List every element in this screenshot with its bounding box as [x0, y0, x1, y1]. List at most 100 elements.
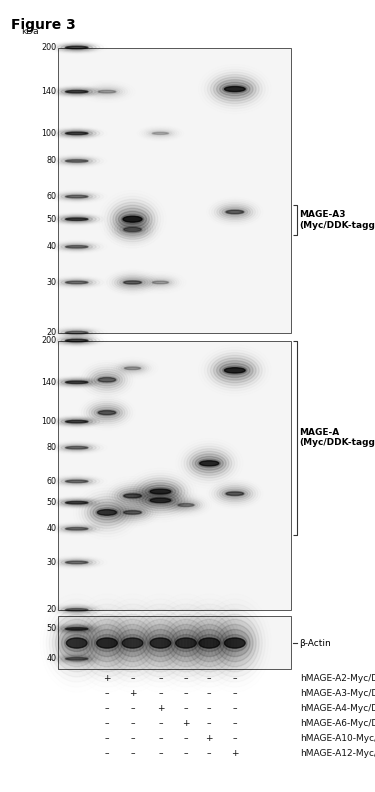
Ellipse shape: [94, 407, 120, 418]
Ellipse shape: [64, 280, 89, 284]
Ellipse shape: [197, 634, 221, 652]
Ellipse shape: [61, 379, 93, 385]
Ellipse shape: [178, 504, 194, 507]
Text: 60: 60: [46, 477, 56, 485]
Ellipse shape: [97, 409, 117, 416]
Ellipse shape: [124, 281, 141, 284]
Ellipse shape: [61, 559, 93, 565]
Ellipse shape: [94, 374, 120, 386]
Text: –: –: [184, 734, 188, 744]
Text: hMAGE-A12-Myc/DDK: hMAGE-A12-Myc/DDK: [300, 749, 375, 759]
Ellipse shape: [220, 630, 250, 657]
Ellipse shape: [64, 501, 89, 505]
Ellipse shape: [123, 216, 142, 223]
Ellipse shape: [120, 490, 146, 501]
Text: 20: 20: [46, 605, 56, 615]
Ellipse shape: [64, 634, 89, 652]
Ellipse shape: [139, 480, 182, 503]
Ellipse shape: [148, 497, 172, 505]
Ellipse shape: [61, 445, 93, 451]
Ellipse shape: [58, 624, 95, 662]
Text: –: –: [207, 749, 212, 759]
Ellipse shape: [61, 44, 93, 51]
Text: –: –: [232, 734, 237, 744]
Ellipse shape: [118, 211, 147, 227]
Ellipse shape: [66, 447, 88, 449]
Text: 20: 20: [46, 328, 56, 337]
Ellipse shape: [92, 406, 122, 420]
Ellipse shape: [165, 619, 207, 667]
Ellipse shape: [117, 222, 148, 238]
Ellipse shape: [57, 129, 96, 137]
Text: –: –: [232, 689, 237, 699]
Ellipse shape: [120, 278, 146, 287]
Ellipse shape: [64, 420, 89, 424]
Text: –: –: [105, 734, 109, 744]
Text: 80: 80: [46, 444, 56, 452]
Text: –: –: [105, 719, 109, 729]
Ellipse shape: [57, 215, 96, 223]
Text: kDa: kDa: [21, 27, 38, 36]
Text: MAGE-A3
(Myc/DDK-tagged): MAGE-A3 (Myc/DDK-tagged): [299, 211, 375, 230]
Text: 50: 50: [46, 215, 56, 223]
Text: –: –: [207, 704, 212, 714]
Text: 140: 140: [41, 87, 56, 96]
Text: 80: 80: [46, 157, 56, 166]
Ellipse shape: [114, 624, 151, 662]
Ellipse shape: [61, 419, 93, 425]
Ellipse shape: [222, 489, 248, 498]
Ellipse shape: [64, 527, 89, 531]
Ellipse shape: [117, 489, 148, 503]
Text: 40: 40: [46, 654, 56, 664]
Ellipse shape: [120, 508, 146, 517]
Ellipse shape: [64, 627, 89, 631]
Text: 50: 50: [46, 624, 56, 634]
Ellipse shape: [225, 367, 245, 373]
Ellipse shape: [61, 626, 93, 632]
Ellipse shape: [122, 226, 143, 233]
Ellipse shape: [97, 89, 117, 93]
Ellipse shape: [124, 367, 141, 370]
Ellipse shape: [213, 358, 256, 383]
Ellipse shape: [98, 378, 116, 382]
Ellipse shape: [66, 246, 88, 248]
Ellipse shape: [64, 195, 89, 199]
Ellipse shape: [150, 638, 171, 648]
Ellipse shape: [117, 506, 148, 519]
Ellipse shape: [66, 638, 87, 648]
Ellipse shape: [226, 210, 244, 214]
Text: –: –: [105, 689, 109, 699]
Ellipse shape: [223, 366, 247, 375]
Ellipse shape: [66, 90, 88, 93]
Text: 60: 60: [46, 192, 56, 201]
Bar: [58, 341, 291, 610]
Ellipse shape: [192, 454, 226, 473]
Ellipse shape: [148, 488, 172, 496]
Ellipse shape: [124, 494, 141, 498]
Ellipse shape: [98, 509, 117, 516]
Ellipse shape: [61, 478, 93, 485]
Ellipse shape: [216, 624, 253, 662]
Ellipse shape: [66, 339, 88, 342]
Ellipse shape: [176, 638, 196, 648]
Text: –: –: [130, 674, 135, 683]
Ellipse shape: [117, 630, 148, 657]
Text: hMAGE-A6-Myc/DDK: hMAGE-A6-Myc/DDK: [300, 719, 375, 729]
Text: 200: 200: [41, 43, 56, 52]
Ellipse shape: [153, 281, 168, 284]
Text: +: +: [182, 719, 190, 729]
Ellipse shape: [61, 193, 93, 200]
Ellipse shape: [174, 501, 198, 509]
Ellipse shape: [64, 380, 89, 384]
Ellipse shape: [171, 630, 201, 657]
Ellipse shape: [124, 227, 141, 231]
Text: +: +: [129, 689, 136, 699]
Ellipse shape: [64, 339, 89, 342]
Ellipse shape: [64, 331, 89, 334]
Ellipse shape: [148, 634, 172, 652]
Ellipse shape: [121, 214, 144, 224]
Ellipse shape: [66, 381, 88, 383]
Ellipse shape: [93, 505, 121, 520]
Ellipse shape: [66, 608, 88, 611]
Ellipse shape: [61, 329, 93, 336]
